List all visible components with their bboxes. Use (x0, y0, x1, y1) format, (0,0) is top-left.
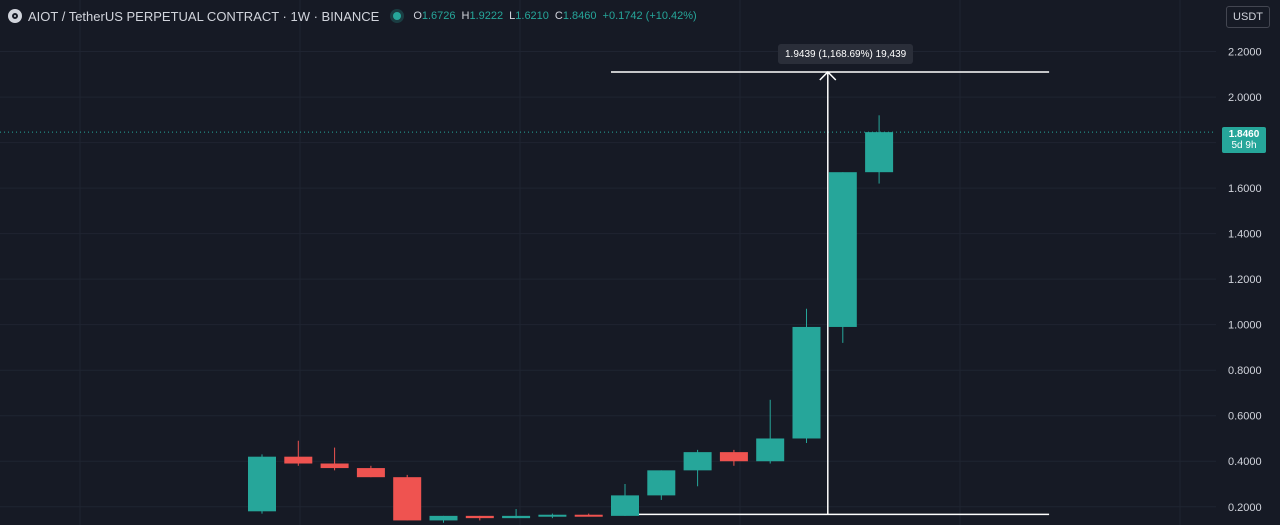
y-tick-label: 1.4000 (1228, 229, 1262, 241)
candles (248, 115, 894, 523)
candle-body (284, 456, 313, 464)
y-tick-label: 1.6000 (1228, 183, 1262, 195)
y-tick-label: 1.0000 (1228, 320, 1262, 332)
candle (538, 513, 567, 519)
y-tick-label: 2.2000 (1228, 47, 1262, 59)
measure-arrow-icon (819, 70, 837, 81)
candle (647, 470, 676, 500)
candle-body (502, 515, 531, 519)
y-tick-label: 0.4000 (1228, 456, 1262, 468)
ohlc-values: O1.6726 H1.9222 L1.6210 C1.8460 +0.1742 … (413, 10, 696, 22)
last-price-value: 1.8460 (1228, 129, 1260, 140)
ohlc-close: C1.8460 (554, 10, 597, 22)
candle-body (356, 468, 385, 478)
candle (792, 308, 821, 444)
candle-body (792, 326, 821, 439)
market-status-icon[interactable] (393, 12, 402, 20)
y-tick-label: 0.2000 (1228, 502, 1262, 514)
measure-label: 1.9439 (1,168.69%) 19,439 (778, 44, 914, 64)
symbol-title[interactable]: AIOT / TetherUS PERPETUAL CONTRACT · 1W … (28, 8, 380, 24)
candle-body (429, 515, 458, 521)
candle-body (248, 456, 276, 512)
ohlc-change: +0.1742 (+10.42%) (602, 10, 697, 22)
chart-header: AIOT / TetherUS PERPETUAL CONTRACT · 1W … (8, 6, 697, 26)
y-tick-label: 2.0000 (1228, 92, 1262, 104)
symbol-logo-icon (8, 9, 22, 23)
candle-body (719, 452, 748, 462)
ohlc-high: H1.9222 (461, 10, 504, 22)
countdown-value: 5d 9h (1231, 140, 1257, 151)
candle-body (611, 495, 639, 516)
price-axis: 2.20002.00001.80001.60001.40001.20001.00… (1228, 47, 1262, 514)
candle-body (574, 514, 603, 517)
candle (320, 447, 349, 471)
candle (865, 115, 894, 184)
candle-body (465, 515, 494, 519)
candle (683, 449, 712, 487)
candle-body (865, 132, 894, 173)
ohlc-low: L1.6210 (509, 10, 549, 22)
candle-body (756, 438, 785, 462)
candle (574, 513, 603, 517)
candle (502, 509, 531, 519)
candle-body (538, 514, 567, 517)
candle (284, 440, 313, 466)
currency-button[interactable]: USDT (1226, 6, 1270, 28)
candle (756, 399, 785, 464)
y-tick-label: 0.8000 (1228, 365, 1262, 377)
candle-body (828, 172, 857, 327)
y-tick-label: 0.6000 (1228, 411, 1262, 423)
candle (393, 474, 422, 521)
y-tick-label: 1.2000 (1228, 274, 1262, 286)
last-price-label: 1.8460 5d 9h (1222, 127, 1266, 153)
candle (719, 449, 748, 466)
candle-body (647, 470, 676, 496)
candle (248, 454, 276, 514)
candle (429, 515, 458, 523)
candle (356, 465, 385, 478)
candle-body (320, 463, 349, 469)
ohlc-open: O1.6726 (413, 10, 456, 22)
grid (0, 0, 1216, 525)
candle-body (393, 477, 422, 521)
candle (465, 515, 494, 521)
candle (828, 172, 857, 343)
measure-tool (611, 70, 1050, 516)
candle (611, 484, 639, 516)
candle-body (683, 452, 712, 471)
